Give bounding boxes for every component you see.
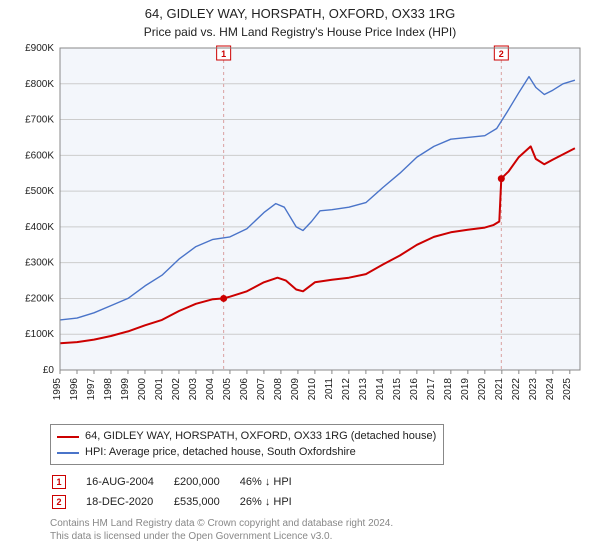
chart-subtitle: Price paid vs. HM Land Registry's House … bbox=[10, 25, 590, 41]
marker-price: £535,000 bbox=[174, 493, 238, 511]
svg-text:£100K: £100K bbox=[25, 330, 54, 341]
x-tick-label: 2008 bbox=[273, 378, 284, 401]
x-tick-label: 2016 bbox=[409, 378, 420, 401]
event-marker-table: 1 16-AUG-2004£200,00046% ↓ HPI 2 18-DEC-202… bbox=[50, 471, 312, 513]
footer-line-1: Contains HM Land Registry data © Crown c… bbox=[50, 517, 580, 530]
footer-line-2: This data is licensed under the Open Gov… bbox=[50, 530, 580, 543]
x-tick-label: 2000 bbox=[137, 378, 148, 401]
x-tick-label: 2002 bbox=[171, 378, 182, 401]
marker-row: 2 18-DEC-2020£535,00026% ↓ HPI bbox=[52, 493, 310, 511]
x-tick-label: 1999 bbox=[120, 378, 131, 401]
x-tick-label: 2015 bbox=[392, 378, 403, 401]
x-tick-label: 2009 bbox=[290, 378, 301, 401]
chart-title: 64, GIDLEY WAY, HORSPATH, OXFORD, OX33 1… bbox=[10, 6, 590, 23]
svg-text:£0: £0 bbox=[43, 365, 55, 376]
legend-item: HPI: Average price, detached house, Sout… bbox=[57, 445, 437, 460]
x-tick-label: 2014 bbox=[375, 378, 386, 401]
x-tick-label: 1996 bbox=[69, 378, 80, 401]
x-tick-label: 2006 bbox=[239, 378, 250, 401]
x-tick-label: 2011 bbox=[324, 378, 335, 400]
svg-text:£800K: £800K bbox=[25, 79, 54, 90]
x-tick-label: 2024 bbox=[545, 378, 556, 401]
svg-text:£300K: £300K bbox=[25, 258, 54, 269]
event-marker-1: 1 bbox=[221, 49, 226, 59]
x-tick-label: 2005 bbox=[222, 378, 233, 401]
marker-delta: 46% ↓ HPI bbox=[240, 473, 310, 491]
chart: £0 £100K £200K £300K £400K £500K £600K £700K £80… bbox=[10, 40, 590, 420]
event-marker-2: 2 bbox=[499, 49, 504, 59]
marker-price: £200,000 bbox=[174, 473, 238, 491]
marker-delta: 26% ↓ HPI bbox=[240, 493, 310, 511]
svg-text:£200K: £200K bbox=[25, 294, 54, 305]
x-tick-label: 1995 bbox=[52, 378, 63, 401]
x-tick-label: 2021 bbox=[494, 378, 505, 401]
x-tick-label: 2013 bbox=[358, 378, 369, 401]
x-tick-label: 2022 bbox=[511, 378, 522, 401]
x-tick-label: 2003 bbox=[188, 378, 199, 401]
x-tick-label: 2023 bbox=[528, 378, 539, 401]
marker-date: 16-AUG-2004 bbox=[86, 473, 172, 491]
legend-item: 64, GIDLEY WAY, HORSPATH, OXFORD, OX33 1… bbox=[57, 429, 437, 444]
x-tick-label: 2004 bbox=[205, 378, 216, 401]
marker-id-box: 2 bbox=[52, 495, 66, 509]
svg-text:£600K: £600K bbox=[25, 151, 54, 162]
marker-date: 18-DEC-2020 bbox=[86, 493, 172, 511]
marker-row: 1 16-AUG-2004£200,00046% ↓ HPI bbox=[52, 473, 310, 491]
legend-label: 64, GIDLEY WAY, HORSPATH, OXFORD, OX33 1… bbox=[85, 429, 436, 444]
svg-text:£500K: £500K bbox=[25, 187, 54, 198]
legend-swatch bbox=[57, 452, 79, 454]
x-tick-label: 2020 bbox=[477, 378, 488, 401]
x-tick-label: 2018 bbox=[443, 378, 454, 401]
x-tick-label: 2010 bbox=[307, 378, 318, 401]
svg-text:£700K: £700K bbox=[25, 115, 54, 126]
legend-label: HPI: Average price, detached house, Sout… bbox=[85, 445, 356, 460]
legend-swatch bbox=[57, 436, 79, 438]
x-tick-label: 1998 bbox=[103, 378, 114, 401]
x-tick-label: 1997 bbox=[86, 378, 97, 401]
x-tick-label: 2025 bbox=[562, 378, 573, 401]
footer: Contains HM Land Registry data © Crown c… bbox=[50, 517, 580, 543]
x-tick-label: 2007 bbox=[256, 378, 267, 401]
x-tick-label: 2012 bbox=[341, 378, 352, 401]
legend: 64, GIDLEY WAY, HORSPATH, OXFORD, OX33 1… bbox=[50, 424, 444, 465]
x-tick-label: 2017 bbox=[426, 378, 437, 401]
svg-text:£900K: £900K bbox=[25, 43, 54, 54]
chart-title-block: 64, GIDLEY WAY, HORSPATH, OXFORD, OX33 1… bbox=[10, 6, 590, 40]
svg-text:£400K: £400K bbox=[25, 222, 54, 233]
x-tick-label: 2001 bbox=[154, 378, 165, 401]
x-tick-label: 2019 bbox=[460, 378, 471, 401]
marker-id-box: 1 bbox=[52, 475, 66, 489]
